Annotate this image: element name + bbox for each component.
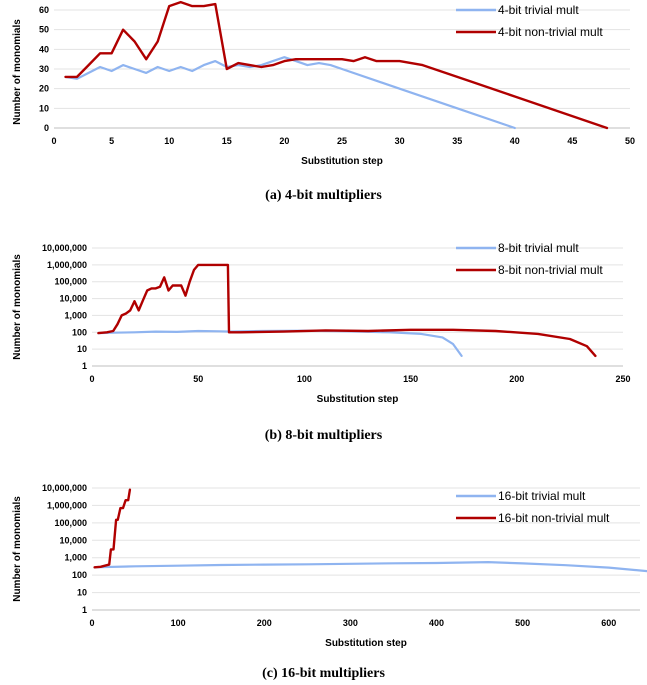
- x-tick-label: 0: [51, 136, 56, 146]
- y-tick-label: 100: [72, 327, 87, 337]
- x-tick-label: 0: [89, 374, 94, 384]
- chart-8bit: 1 10 100 1,000 10,000 100,000 1,000,000 10,000,…: [0, 232, 647, 407]
- x-tick-label: 500: [515, 618, 530, 628]
- y-tick-label: 1: [82, 361, 87, 371]
- y-tick-label: 20: [39, 84, 49, 94]
- x-tick-label: 35: [452, 136, 462, 146]
- gridlines: [92, 488, 640, 610]
- y-tick-label: 1,000,000: [47, 500, 87, 510]
- x-tick-label: 30: [395, 136, 405, 146]
- caption-16bit: (c) 16-bit multipliers: [0, 666, 647, 682]
- x-tick-label: 50: [193, 374, 203, 384]
- x-tick-label: 45: [567, 136, 577, 146]
- chart-4bit: 0 10 20 30 40 50 60 0 5 10 15 20 25 30 35 40 45 50 Substit…: [0, 0, 647, 180]
- y-axis-label: Number of monomials: [12, 496, 23, 602]
- x-tick-label: 400: [429, 618, 444, 628]
- x-tick-label: 100: [171, 618, 186, 628]
- y-tick-label: 10: [39, 103, 49, 113]
- series-line-non-trivial: [95, 490, 130, 568]
- x-tick-label: 20: [279, 136, 289, 146]
- legend-label: 4-bit non-trivial mult: [498, 25, 603, 39]
- y-tick-label: 100,000: [54, 518, 87, 528]
- y-tick-label: 10,000: [59, 535, 87, 545]
- caption-8bit: (b) 8-bit multipliers: [0, 428, 647, 444]
- x-tick-label: 0: [89, 618, 94, 628]
- legend-label: 16-bit trivial mult: [498, 489, 586, 503]
- series-line-trivial: [66, 57, 515, 128]
- legend-label: 8-bit non-trivial mult: [498, 263, 603, 277]
- legend: 16-bit trivial mult 16-bit non-trivial mu…: [456, 489, 610, 525]
- y-tick-label: 1,000: [64, 553, 87, 563]
- legend: 8-bit trivial mult 8-bit non-trivial mult: [456, 241, 603, 277]
- caption-4bit: (a) 4-bit multipliers: [0, 188, 647, 204]
- x-tick-label: 200: [509, 374, 524, 384]
- x-tick-label: 50: [625, 136, 635, 146]
- y-tick-label: 100: [72, 570, 87, 580]
- x-tick-label: 10: [164, 136, 174, 146]
- x-tick-label: 300: [343, 618, 358, 628]
- legend-label: 4-bit trivial mult: [498, 3, 579, 17]
- x-tick-label: 100: [297, 374, 312, 384]
- x-axis-label: Substitution step: [301, 156, 383, 167]
- y-tick-label: 10: [77, 344, 87, 354]
- y-tick-label: 1: [82, 605, 87, 615]
- y-tick-label: 10,000,000: [42, 483, 87, 493]
- series-line-non-trivial: [98, 265, 595, 356]
- chart-16bit: 1 10 100 1,000 10,000 100,000 1,000,000 10,000,…: [0, 474, 647, 649]
- y-tick-label: 40: [39, 44, 49, 54]
- x-tick-label: 5: [109, 136, 114, 146]
- y-tick-label: 1,000: [64, 310, 87, 320]
- x-tick-label: 25: [337, 136, 347, 146]
- series-line-trivial: [98, 331, 461, 356]
- y-tick-label: 1,000,000: [47, 260, 87, 270]
- y-axis-label: Number of monomials: [12, 254, 23, 360]
- y-axis-label: Number of monomials: [12, 19, 23, 125]
- series-line-trivial: [95, 562, 647, 599]
- x-tick-label: 150: [403, 374, 418, 384]
- y-tick-label: 30: [39, 64, 49, 74]
- x-tick-label: 15: [222, 136, 232, 146]
- y-tick-label: 50: [39, 25, 49, 35]
- x-axis-label: Substitution step: [325, 638, 407, 649]
- legend-label: 16-bit non-trivial mult: [498, 511, 610, 525]
- y-tick-label: 10: [77, 588, 87, 598]
- x-axis-label: Substitution step: [317, 394, 399, 405]
- x-tick-label: 600: [601, 618, 616, 628]
- y-tick-label: 10,000: [59, 294, 87, 304]
- y-tick-label: 0: [44, 123, 49, 133]
- legend: 4-bit trivial mult 4-bit non-trivial mult: [456, 3, 603, 39]
- x-tick-label: 200: [257, 618, 272, 628]
- x-tick-label: 40: [510, 136, 520, 146]
- legend-label: 8-bit trivial mult: [498, 241, 579, 255]
- x-tick-label: 250: [615, 374, 630, 384]
- series-line-non-trivial: [66, 2, 608, 128]
- y-tick-label: 10,000,000: [42, 243, 87, 253]
- y-tick-label: 100,000: [54, 277, 87, 287]
- y-tick-label: 60: [39, 5, 49, 15]
